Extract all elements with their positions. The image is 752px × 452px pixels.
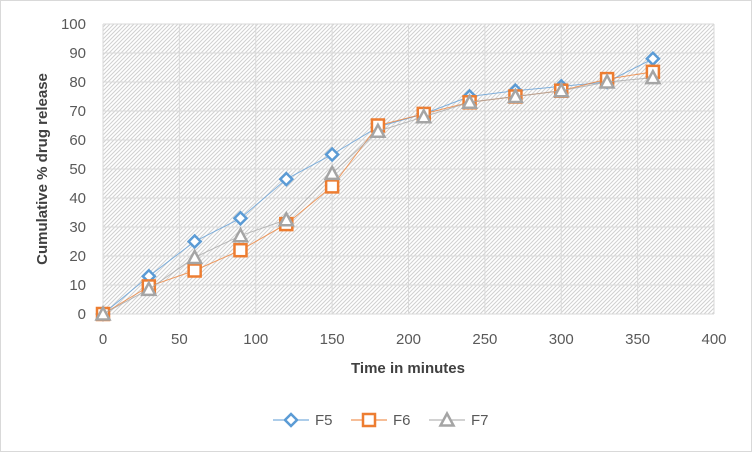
data-point [323,164,341,181]
legend-marker [361,412,377,428]
data-point [94,304,112,321]
data-point [324,179,340,194]
x-tick-label: 50 [171,331,188,348]
y-tick-label: 100 [61,16,86,33]
y-tick-label: 30 [69,219,86,236]
data-point [233,242,248,258]
legend: F5 F6 F7 [273,410,489,429]
y-tick-label: 20 [69,248,86,265]
x-tick-label: 200 [396,331,421,348]
x-axis-title: Time in minutes [351,360,465,377]
x-tick-label: 300 [549,331,574,348]
data-point [186,248,204,265]
data-point [187,263,202,278]
legend-marker [283,412,299,428]
y-tick-label: 70 [69,103,86,120]
legend-label: F5 [315,412,333,429]
data-point [461,93,479,110]
data-point [369,122,387,139]
x-tick-label: 400 [701,331,726,348]
y-tick-label: 0 [78,306,86,323]
data-point [415,107,433,124]
axes: 0 10 20 30 40 50 60 70 80 90 100 0 50 100 150 200 250 300… [61,16,727,348]
x-tick-label: 350 [625,331,650,348]
legend-label: F6 [393,412,411,429]
legend-marker [438,410,456,427]
legend-entry-f5: F5 [273,412,333,429]
y-tick-label: 60 [69,132,86,149]
legend-label: F7 [471,412,489,429]
data-point [231,226,250,243]
x-tick-label: 150 [320,331,345,348]
series-f7 [94,68,662,321]
y-tick-label: 90 [69,45,86,62]
data-point [140,280,158,297]
data-point [278,171,295,187]
data-point [232,210,249,227]
data-point [186,233,203,250]
y-tick-label: 80 [69,74,86,91]
x-tick-label: 0 [99,331,107,348]
data-point [552,81,570,98]
data-point [598,72,616,89]
legend-entry-f7: F7 [429,410,489,429]
data-point [324,146,340,163]
series [94,51,662,322]
data-point [506,87,525,104]
data-point [644,68,662,85]
data-point [277,210,295,227]
legend-entry-f6: F6 [351,412,411,429]
y-tick-label: 50 [69,161,86,178]
y-axis-title: Cumulative % drug release [34,73,51,265]
x-tick-label: 250 [472,331,497,348]
y-tick-label: 40 [69,190,86,207]
x-tick-label: 100 [243,331,268,348]
y-tick-label: 10 [69,277,86,294]
